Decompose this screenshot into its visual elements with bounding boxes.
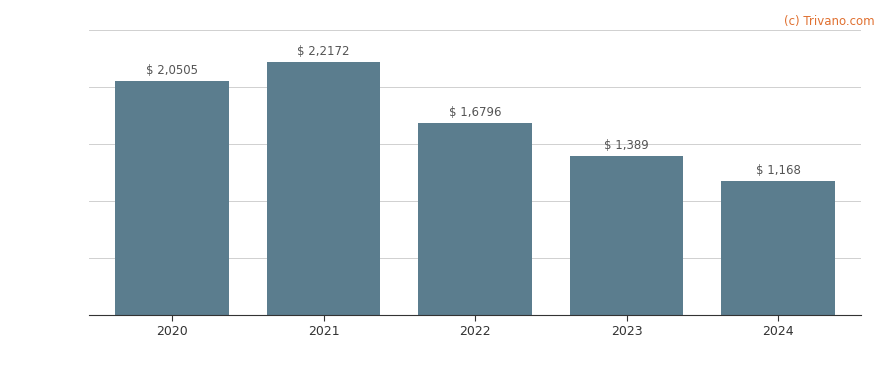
Text: $ 2,0505: $ 2,0505 <box>147 64 198 77</box>
Text: (c) Trivano.com: (c) Trivano.com <box>784 15 875 28</box>
Bar <box>266 62 380 314</box>
Text: $ 1,168: $ 1,168 <box>756 164 800 177</box>
Bar <box>570 156 684 314</box>
Bar <box>115 81 229 314</box>
Text: $ 2,2172: $ 2,2172 <box>297 45 350 58</box>
Bar <box>721 181 835 314</box>
Text: $ 1,389: $ 1,389 <box>604 139 649 152</box>
Text: $ 1,6796: $ 1,6796 <box>448 106 502 119</box>
Bar <box>418 123 532 314</box>
